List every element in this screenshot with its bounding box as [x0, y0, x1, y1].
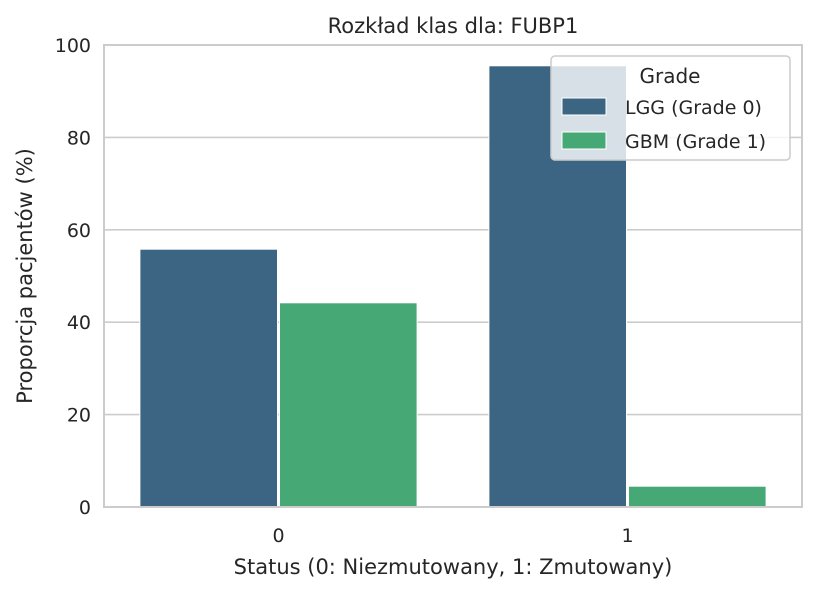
bars	[139, 65, 767, 508]
y-ticks: 0 20 40 60 80 100	[55, 35, 91, 519]
y-tick-label: 20	[67, 405, 91, 427]
bar-gbm-status-0	[279, 302, 418, 508]
legend-label-gbm: GBM (Grade 1)	[625, 131, 766, 153]
y-tick-label: 40	[67, 312, 91, 334]
legend-box	[550, 55, 791, 161]
x-tick-label: 0	[272, 525, 284, 547]
x-tick-label: 1	[621, 525, 633, 547]
x-axis-label: Status (0: Niezmutowany, 1: Zmutowany)	[234, 555, 673, 579]
legend-title: Grade	[640, 64, 701, 88]
legend-label-lgg: LGG (Grade 0)	[625, 97, 762, 119]
chart-title: Rozkład klas dla: FUBP1	[328, 14, 579, 38]
y-tick-label: 80	[67, 127, 91, 149]
y-tick-label: 60	[67, 220, 91, 242]
legend-swatch-gbm	[561, 131, 607, 150]
bar-lgg-status-0	[139, 248, 278, 508]
legend: Grade LGG (Grade 0) GBM (Grade 1)	[550, 55, 791, 161]
legend-swatch-lgg	[561, 97, 607, 116]
plot-frame	[103, 44, 803, 508]
y-tick-label: 100	[55, 35, 91, 57]
y-axis-label: Proporcja pacjentów (%)	[13, 148, 37, 404]
y-tick-label: 0	[79, 497, 91, 519]
bar-gbm-status-1	[628, 485, 767, 508]
